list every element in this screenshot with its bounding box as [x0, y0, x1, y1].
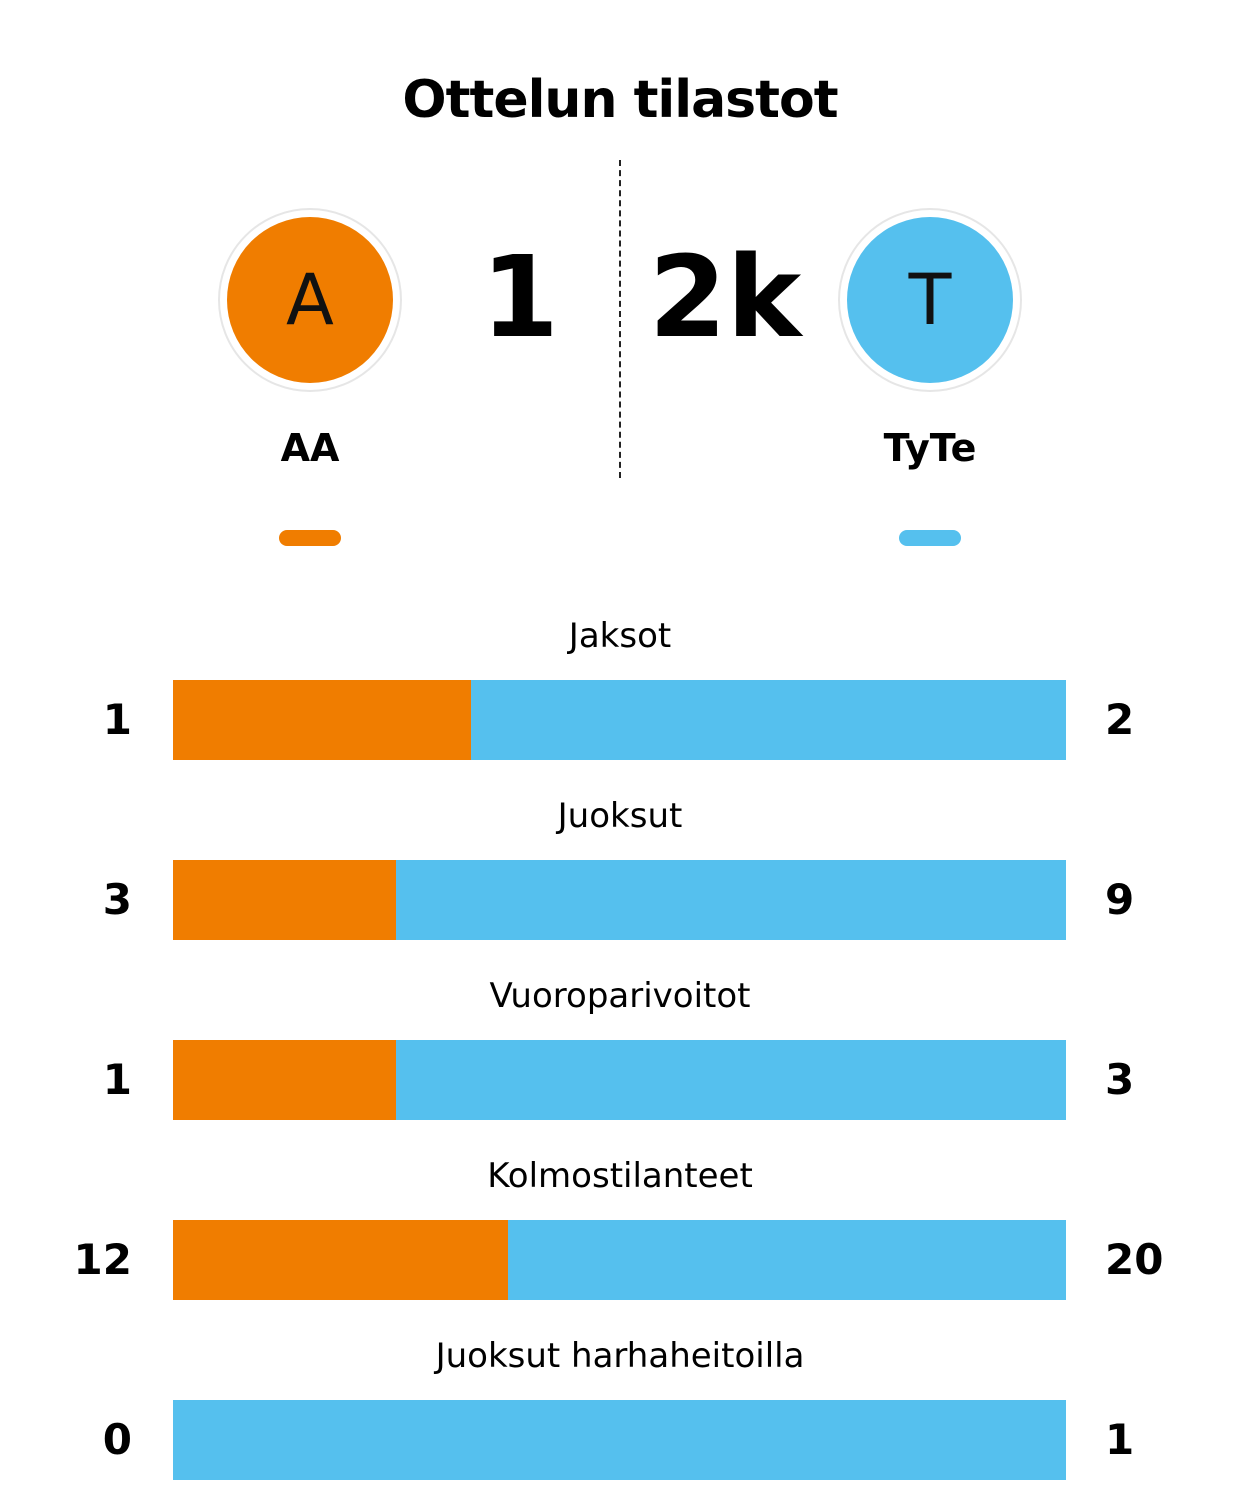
- home-team-name: AA: [280, 426, 340, 470]
- home-team-avatar: A: [218, 208, 402, 392]
- stat-value-away: 2: [1105, 695, 1135, 744]
- stat-value-home: 12: [73, 1235, 132, 1284]
- stat-bar-home-segment: [173, 680, 471, 760]
- away-team-initial: T: [847, 217, 1013, 383]
- stat-bar: [173, 1220, 1066, 1300]
- stat-bar-home-segment: [173, 1040, 397, 1120]
- stat-value-home: 1: [102, 695, 132, 744]
- stat-label: Juoksut: [557, 796, 683, 836]
- home-team-initial: A: [227, 217, 393, 383]
- stat-bar-away-segment: [470, 680, 1066, 760]
- stat-value-away: 3: [1105, 1055, 1135, 1104]
- stat-bar: [173, 860, 1066, 940]
- stat-label: Jaksot: [568, 616, 672, 656]
- score-divider: [619, 160, 621, 478]
- stat-value-home: 1: [102, 1055, 132, 1104]
- stat-bar: [173, 1400, 1066, 1480]
- away-team-avatar: T: [838, 208, 1022, 392]
- stat-bar-away-segment: [396, 1040, 1066, 1120]
- stat-bar-away-segment: [507, 1220, 1066, 1300]
- stat-bar-home-segment: [173, 860, 397, 940]
- stat-value-away: 20: [1105, 1235, 1164, 1284]
- away-team-score: 2k: [648, 233, 802, 363]
- page-title: Ottelun tilastot: [402, 70, 838, 130]
- stat-bar-away-segment: [396, 860, 1066, 940]
- home-team-score: 1: [481, 233, 559, 363]
- home-team-legend-pill: [279, 530, 341, 546]
- stat-bar-away-segment: [173, 1400, 1066, 1480]
- stat-value-home: 0: [102, 1415, 132, 1464]
- stat-bar-home-segment: [173, 1220, 508, 1300]
- stat-label: Vuoroparivoitot: [489, 976, 751, 1016]
- stat-label: Kolmostilanteet: [487, 1156, 753, 1196]
- stat-value-away: 9: [1105, 875, 1135, 924]
- away-team-legend-pill: [899, 530, 961, 546]
- stat-value-home: 3: [102, 875, 132, 924]
- stat-value-away: 1: [1105, 1415, 1135, 1464]
- stat-label: Juoksut harhaheitoilla: [435, 1336, 805, 1376]
- away-team-name: TyTe: [883, 426, 977, 470]
- stat-bar: [173, 1040, 1066, 1120]
- stat-bar: [173, 680, 1066, 760]
